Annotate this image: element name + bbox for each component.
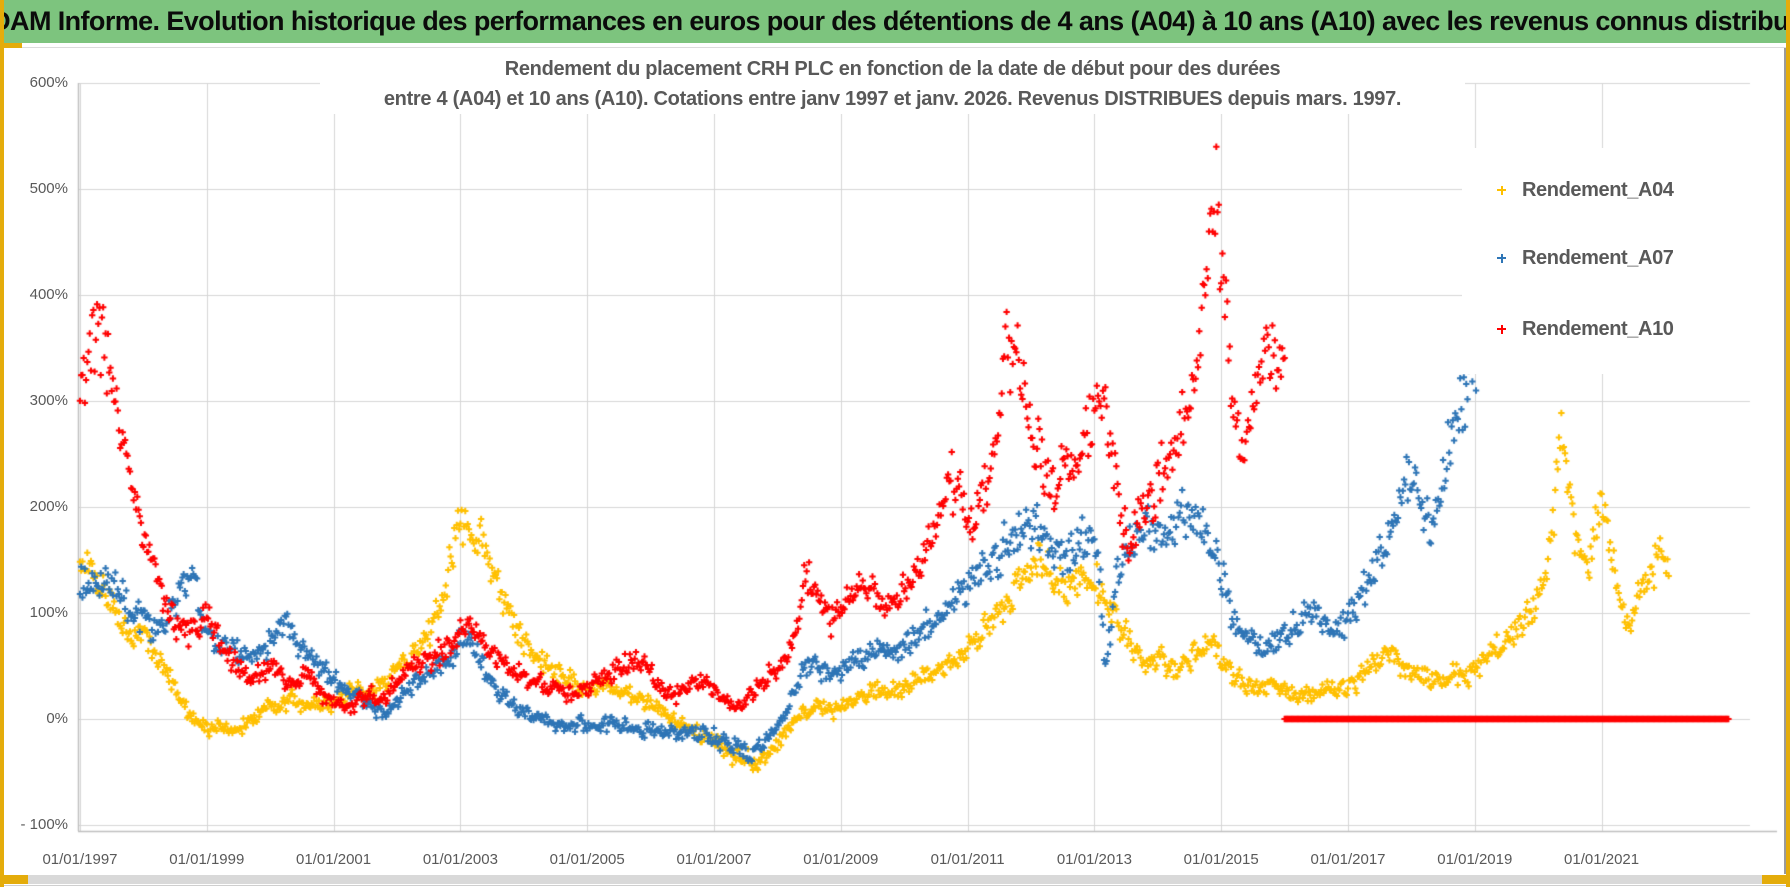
x-axis-tick-label: 01/01/1997 <box>42 851 118 868</box>
x-axis-tick-label: 01/01/2015 <box>1183 851 1259 868</box>
legend-item-rendement_a04: Rendement_A04 <box>1496 175 1674 205</box>
header-bar: ADAM Informe. Evolution historique des p… <box>0 0 1790 43</box>
legend-label: Rendement_A04 <box>1522 178 1674 201</box>
gold-bottom-right-stub <box>1762 875 1790 884</box>
legend-label: Rendement_A10 <box>1522 317 1674 340</box>
gold-left-border <box>0 0 4 887</box>
chart-title: Rendement du placement CRH PLC en foncti… <box>320 54 1465 114</box>
plus-marker-icon <box>1496 253 1507 264</box>
legend: Rendement_A04 Rendement_A07 Rendement_A10 <box>1462 148 1764 374</box>
x-axis-tick-label: 01/01/2013 <box>1056 851 1132 868</box>
bottom-edge-line <box>0 885 1790 886</box>
header-title: ADAM Informe. Evolution historique des p… <box>0 6 1790 36</box>
plus-marker-icon <box>1496 324 1507 335</box>
x-axis-tick-label: 01/01/2017 <box>1310 851 1386 868</box>
y-axis-tick-label: 100% <box>29 604 68 621</box>
y-axis-tick-label: 600% <box>29 74 68 91</box>
gold-accent-underline <box>4 43 22 48</box>
x-axis-tick-label: 01/01/2009 <box>803 851 879 868</box>
legend-item-rendement_a07: Rendement_A07 <box>1496 243 1674 273</box>
x-axis-tick-label: 01/01/2005 <box>549 851 625 868</box>
legend-label: Rendement_A07 <box>1522 246 1674 269</box>
chart-title-line1: Rendement du placement CRH PLC en foncti… <box>504 58 1281 80</box>
x-axis-tick-label: 01/01/1999 <box>169 851 245 868</box>
y-axis-tick-label: 500% <box>29 180 68 197</box>
y-axis-tick-label: - 100% <box>20 816 68 833</box>
header-shadow-line <box>4 47 1786 48</box>
y-axis-tick-label: 400% <box>29 286 68 303</box>
legend-item-rendement_a10: Rendement_A10 <box>1496 314 1674 344</box>
x-axis-tick-label: 01/01/2001 <box>296 851 372 868</box>
x-axis-tick-label: 01/01/2021 <box>1564 851 1640 868</box>
y-axis-tick-label: 300% <box>29 392 68 409</box>
x-axis-tick-label: 01/01/2019 <box>1437 851 1513 868</box>
plus-marker-icon <box>1496 185 1507 196</box>
x-axis-tick-label: 01/01/2011 <box>930 851 1005 868</box>
x-axis-tick-label: 01/01/2003 <box>422 851 498 868</box>
y-axis-tick-label: 0% <box>46 710 68 727</box>
bottom-strip <box>0 875 1790 884</box>
gold-bottom-left-stub <box>0 875 28 884</box>
chart-right-border-line <box>1784 48 1786 874</box>
x-axis-tick-label: 01/01/2007 <box>676 851 752 868</box>
gold-right-border <box>1786 0 1790 887</box>
chart-title-line2: entre 4 (A04) et 10 ans (A10). Cotations… <box>383 88 1402 110</box>
y-axis-tick-label: 200% <box>29 498 68 515</box>
